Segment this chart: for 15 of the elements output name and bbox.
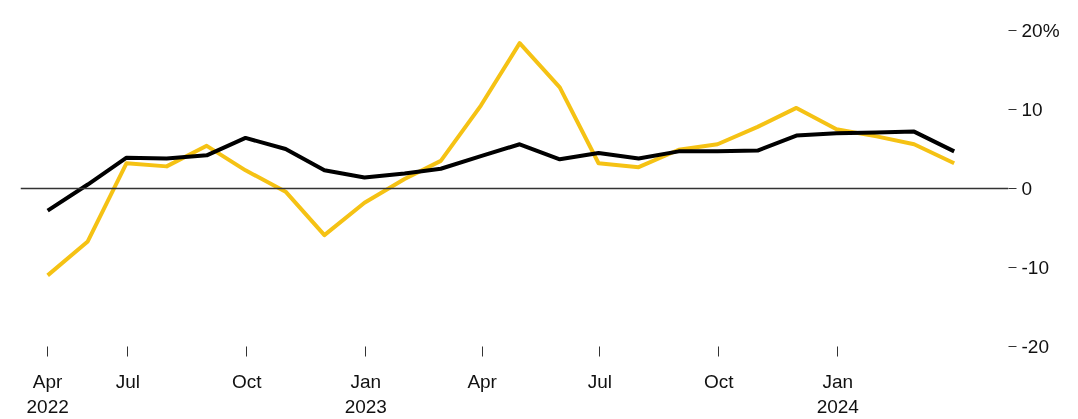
y-tick-label: -20 <box>1021 336 1049 357</box>
x-tick-label: Jan 2023 <box>344 370 387 417</box>
line-series <box>45 41 957 278</box>
x-tick-label: Oct <box>704 370 735 392</box>
y-tick-label: 0 <box>1021 178 1033 199</box>
line-series <box>45 129 957 213</box>
y-tick-label: 10 <box>1021 99 1043 120</box>
y-tick-label: -10 <box>1021 257 1049 278</box>
x-tick-label: Oct <box>232 370 263 392</box>
x-tick-label: Jul <box>115 370 140 392</box>
x-tick-label: Apr <box>467 370 498 392</box>
x-tick-label: Jan 2024 <box>816 370 860 417</box>
x-tick-label: Apr 2022 <box>26 370 69 417</box>
y-tick-label: 20% <box>1021 20 1060 41</box>
x-tick-label: Jul <box>587 370 612 392</box>
